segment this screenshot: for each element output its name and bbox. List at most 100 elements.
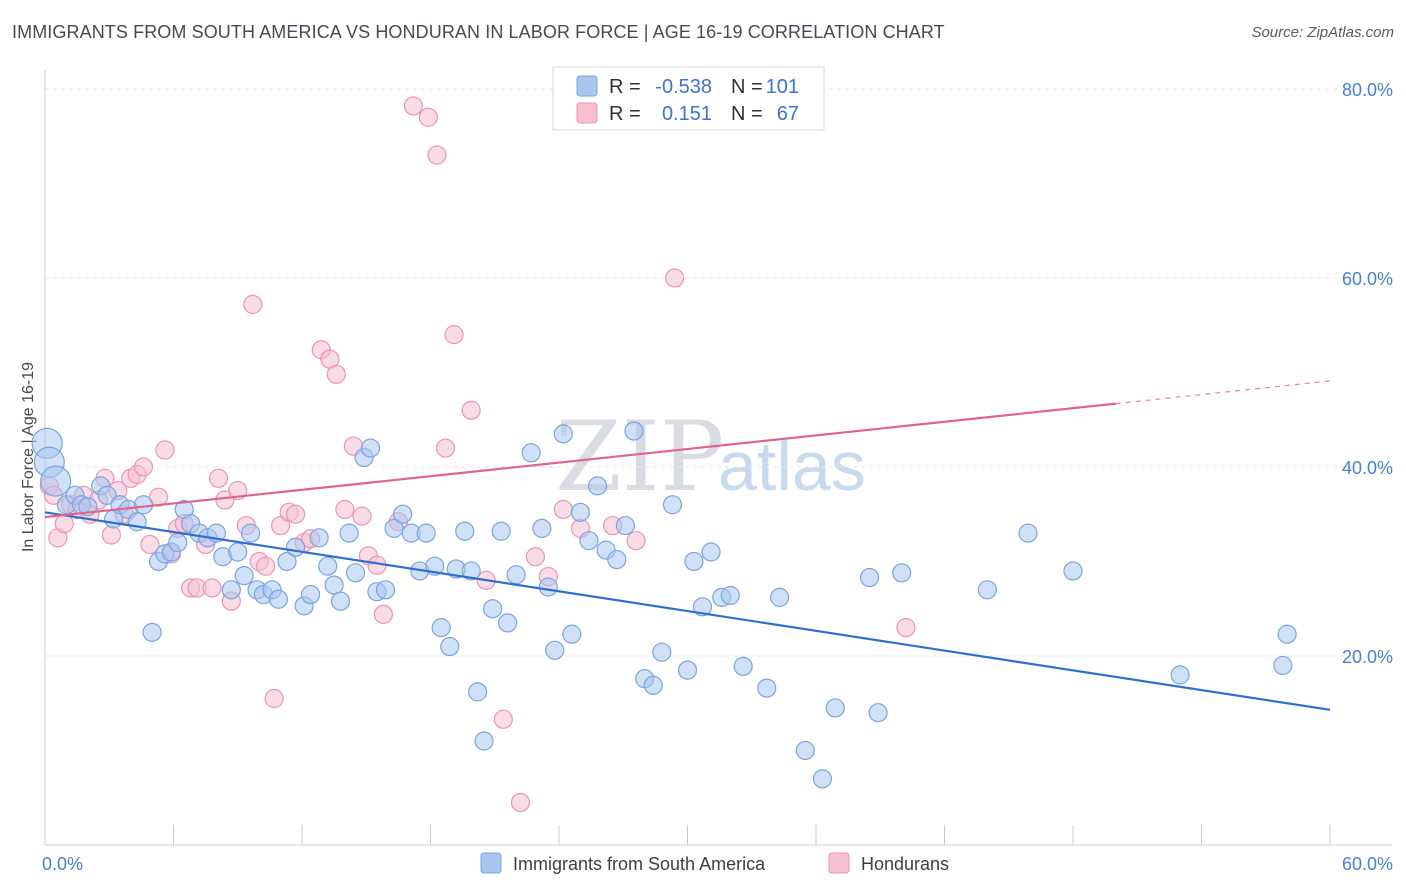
watermark-atlas: atlas <box>718 427 866 505</box>
point-south-america-25 <box>221 580 241 600</box>
point-south-america-39 <box>324 575 344 595</box>
x-axis-ticks: 0.0% 60.0% <box>42 825 1393 874</box>
point-south-america-26 <box>228 542 248 562</box>
y-tick-label-20: 20.0% <box>1342 647 1393 667</box>
series-legend: Immigrants from South America Hondurans <box>480 852 949 874</box>
point-south-america-59 <box>474 731 494 751</box>
point-south-america-14 <box>142 622 162 642</box>
point-south-america-62 <box>498 613 518 633</box>
trend-line-hondurans <box>44 402 1116 519</box>
point-south-america-41 <box>339 523 359 543</box>
point-hondurans-65 <box>665 268 685 288</box>
legend-n-label-1: N = <box>731 76 763 98</box>
point-south-america-91 <box>812 769 833 789</box>
point-south-america-36 <box>300 584 321 605</box>
point-south-america-82 <box>684 551 704 572</box>
y-tick-label-60: 60.0% <box>1342 269 1393 289</box>
point-south-america-96 <box>977 580 997 600</box>
point-south-america-8 <box>97 485 117 505</box>
point-hondurans-48 <box>373 604 393 624</box>
point-south-america-66 <box>538 577 558 597</box>
legend-n-label-2: N = <box>731 103 763 125</box>
point-hondurans-57 <box>493 709 513 729</box>
y-tick-label-40: 40.0% <box>1342 458 1393 478</box>
point-south-america-86 <box>720 585 740 606</box>
point-south-america-87 <box>733 656 753 676</box>
point-south-america-79 <box>652 642 672 662</box>
point-south-america-56 <box>455 521 475 541</box>
point-south-america-80 <box>662 495 683 515</box>
point-south-america-64 <box>521 443 541 463</box>
point-hondurans-31 <box>243 294 263 314</box>
point-south-america-67 <box>545 640 565 660</box>
point-hondurans-51 <box>418 107 438 127</box>
point-south-america-61 <box>491 521 511 541</box>
legend-r-label-1: R = <box>609 76 641 98</box>
point-south-america-42 <box>345 563 366 583</box>
point-hondurans-17 <box>148 487 169 507</box>
point-hondurans-16 <box>140 534 160 555</box>
point-south-america-32 <box>268 589 289 609</box>
point-south-america-83 <box>692 597 713 617</box>
point-south-america-37 <box>309 528 329 548</box>
legend-swatch-hondurans <box>828 852 850 874</box>
point-south-america-74 <box>607 549 627 570</box>
correlation-legend: R = -0.538 N = 101 R = 0.151 N = 67 <box>552 66 825 131</box>
x-tick-label-0: 0.0% <box>42 854 83 874</box>
point-hondurans-59 <box>525 547 546 567</box>
point-hondurans-55 <box>461 400 481 420</box>
point-hondurans-10 <box>101 525 121 545</box>
legend-label-hondurans: Hondurans <box>861 854 949 874</box>
point-south-america-72 <box>587 476 608 496</box>
point-hondurans-64 <box>626 531 646 551</box>
point-south-america-101 <box>1277 624 1297 644</box>
y-tick-label-80: 80.0% <box>1342 80 1393 100</box>
y-axis-label: In Labor Force | Age 16-19 <box>20 362 37 552</box>
point-south-america-57 <box>461 561 481 581</box>
point-hondurans-34 <box>264 688 284 709</box>
legend-r-value-1: -0.538 <box>655 76 712 98</box>
point-south-america-70 <box>570 502 591 522</box>
legend-label-south-america: Immigrants from South America <box>513 854 766 874</box>
point-south-america-69 <box>562 624 582 644</box>
trend-line-south-america <box>44 511 1331 711</box>
legend-r-value-2: 0.151 <box>662 103 712 125</box>
point-south-america-60 <box>483 599 503 619</box>
point-south-america-34 <box>285 537 306 557</box>
legend-swatch-blue <box>576 75 598 97</box>
x-tick-label-1: 60.0% <box>1342 854 1393 874</box>
point-hondurans-25 <box>202 578 222 598</box>
point-south-america-98 <box>1063 561 1083 581</box>
point-south-america-65 <box>532 518 552 538</box>
point-south-america-89 <box>769 587 790 607</box>
point-south-america-78 <box>643 675 663 695</box>
point-hondurans-18 <box>155 440 175 460</box>
point-south-america-71 <box>579 531 599 551</box>
point-south-america-18 <box>168 532 188 553</box>
point-south-america-84 <box>701 542 721 562</box>
chart-title: IMMIGRANTS FROM SOUTH AMERICA VS HONDURA… <box>12 22 945 42</box>
point-south-america-100 <box>1273 655 1293 676</box>
point-south-america-92 <box>825 698 845 718</box>
source-credit: Source: ZipAtlas.com <box>1251 24 1394 41</box>
point-south-america-58 <box>468 682 488 702</box>
point-south-america-94 <box>868 703 888 723</box>
point-south-america-38 <box>318 556 338 576</box>
point-south-america-93 <box>859 567 880 588</box>
point-south-america-75 <box>615 515 635 536</box>
point-hondurans-58 <box>510 792 531 813</box>
point-south-america-68 <box>553 424 573 444</box>
point-hondurans-42 <box>326 364 346 384</box>
point-south-america-28 <box>241 523 261 543</box>
point-hondurans-43 <box>335 499 355 520</box>
legend-n-value-2: 67 <box>777 103 799 125</box>
point-south-america-97 <box>1018 523 1038 543</box>
point-hondurans-53 <box>435 438 456 458</box>
point-south-america-33 <box>277 551 297 572</box>
point-south-america-63 <box>506 565 526 585</box>
point-south-america-99 <box>1170 665 1190 685</box>
point-hondurans-54 <box>444 325 464 345</box>
trend-lines <box>44 380 1331 711</box>
legend-swatch-pink <box>576 102 598 124</box>
